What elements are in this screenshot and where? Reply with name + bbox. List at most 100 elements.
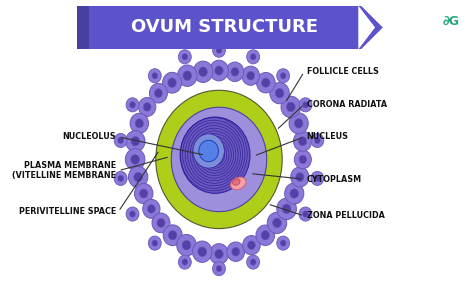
Circle shape [302,102,309,108]
Circle shape [291,167,309,187]
Circle shape [212,43,226,57]
Circle shape [168,231,177,240]
Text: OVUM STRUCTURE: OVUM STRUCTURE [131,19,318,36]
Circle shape [192,241,212,262]
Ellipse shape [233,179,240,185]
Circle shape [193,134,224,168]
Circle shape [267,212,287,233]
Ellipse shape [230,177,246,190]
Circle shape [152,73,158,79]
Circle shape [299,98,312,112]
Circle shape [262,78,270,87]
Circle shape [277,69,290,83]
Circle shape [178,255,191,269]
Circle shape [226,62,244,82]
Circle shape [273,218,282,228]
Circle shape [311,171,324,186]
Circle shape [148,236,161,250]
Circle shape [135,184,153,204]
Circle shape [280,240,286,246]
Circle shape [232,247,240,256]
Circle shape [299,137,307,146]
Circle shape [293,131,312,151]
Circle shape [157,218,165,227]
Circle shape [163,72,182,93]
Circle shape [134,172,143,182]
Circle shape [286,102,295,112]
Circle shape [247,71,255,80]
Circle shape [210,244,228,264]
Circle shape [139,189,148,198]
Circle shape [130,113,148,133]
Circle shape [149,83,167,103]
Circle shape [250,54,256,60]
Circle shape [131,154,139,164]
Text: NUCLEOLUS: NUCLEOLUS [62,132,116,141]
Circle shape [289,113,308,134]
Text: PLASMA MEMBRANE
(VITELLINE MEMBRANE: PLASMA MEMBRANE (VITELLINE MEMBRANE [12,161,116,180]
Polygon shape [361,6,383,49]
Circle shape [275,88,284,98]
Circle shape [126,207,139,221]
Circle shape [243,236,260,255]
Circle shape [193,61,213,82]
Circle shape [299,155,307,164]
Circle shape [182,259,188,265]
Circle shape [126,131,145,152]
Circle shape [177,235,196,256]
Circle shape [131,137,140,146]
Circle shape [215,249,223,258]
Polygon shape [358,6,375,49]
Circle shape [125,149,145,170]
Circle shape [246,255,260,269]
Circle shape [212,262,226,276]
Circle shape [302,211,309,217]
Circle shape [294,119,303,128]
Circle shape [290,189,299,198]
Circle shape [163,225,182,246]
Circle shape [281,96,301,118]
Circle shape [242,66,259,85]
Circle shape [282,204,291,214]
Circle shape [250,259,256,265]
Circle shape [168,78,176,87]
Circle shape [199,140,219,162]
Circle shape [118,137,124,144]
Circle shape [126,98,139,112]
Circle shape [180,117,250,193]
Text: NUCLEUS: NUCLEUS [307,132,349,141]
Text: ∂G: ∂G [443,15,460,28]
Circle shape [270,83,289,104]
Circle shape [294,150,311,169]
Text: ZONA PELLUCIDA: ZONA PELLUCIDA [307,211,384,220]
Bar [89,6,361,49]
Text: CORONA RADIATA: CORONA RADIATA [307,100,387,109]
Circle shape [261,231,270,240]
Circle shape [129,211,136,217]
Circle shape [280,73,286,79]
Circle shape [198,247,207,256]
Circle shape [177,65,197,86]
Circle shape [138,97,156,116]
Circle shape [178,50,191,64]
Circle shape [183,71,191,80]
Circle shape [246,50,260,64]
Text: PERIVITELLINE SPACE: PERIVITELLINE SPACE [18,207,116,216]
Circle shape [118,175,124,182]
Circle shape [135,119,144,128]
Circle shape [256,225,274,245]
Circle shape [152,240,158,246]
Circle shape [285,183,304,204]
Circle shape [299,207,312,221]
Text: CYTOPLASM: CYTOPLASM [307,175,362,184]
Circle shape [128,166,148,188]
Circle shape [311,133,324,148]
Circle shape [227,242,245,261]
Circle shape [247,241,255,249]
Circle shape [216,266,222,272]
Circle shape [148,69,161,83]
Circle shape [143,200,160,218]
Circle shape [199,67,208,77]
Circle shape [277,236,290,250]
Circle shape [277,198,296,219]
